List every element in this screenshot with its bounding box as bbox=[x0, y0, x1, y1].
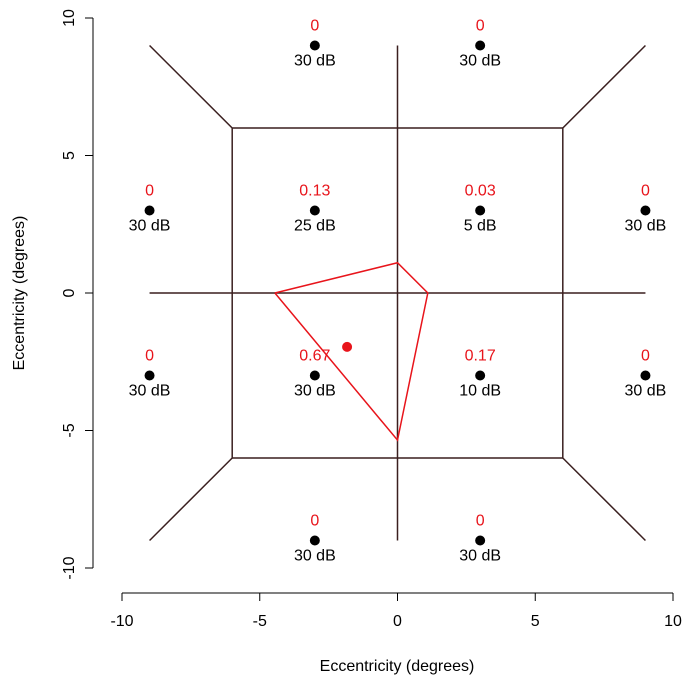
x-tick-label: 10 bbox=[664, 613, 682, 630]
y-axis-label: Eccentricity (degrees) bbox=[11, 216, 28, 371]
value-label: 0 bbox=[641, 348, 650, 365]
value-label: 0 bbox=[145, 348, 154, 365]
point-label: 5 dB bbox=[464, 218, 497, 235]
y-tick-label: 10 bbox=[61, 9, 78, 27]
region-polygon bbox=[274, 261, 429, 442]
point bbox=[309, 40, 320, 51]
point-label: 30 dB bbox=[294, 53, 336, 70]
point bbox=[475, 370, 486, 381]
point-label: 30 dB bbox=[294, 548, 336, 565]
value-label: 0 bbox=[310, 18, 319, 35]
y-tick-label: -10 bbox=[61, 556, 78, 579]
point bbox=[309, 535, 320, 546]
point bbox=[144, 370, 155, 381]
point bbox=[144, 205, 155, 216]
value-label: 0.13 bbox=[299, 183, 330, 200]
point-label: 30 dB bbox=[129, 383, 171, 400]
value-label: 0.17 bbox=[465, 348, 496, 365]
y-tick-label: -5 bbox=[61, 423, 78, 437]
point bbox=[475, 535, 486, 546]
partition-line bbox=[149, 44, 233, 129]
partition-line bbox=[562, 44, 646, 129]
value-label: 0.03 bbox=[465, 183, 496, 200]
point-label: 10 dB bbox=[459, 383, 501, 400]
point-label: 25 dB bbox=[294, 218, 336, 235]
x-tick-label: 5 bbox=[531, 613, 540, 630]
point-label: 30 dB bbox=[625, 218, 667, 235]
point bbox=[640, 205, 651, 216]
point-label: 30 dB bbox=[459, 53, 501, 70]
y-tick-label: 0 bbox=[61, 288, 78, 297]
partition-line bbox=[149, 457, 233, 542]
value-label: 0 bbox=[476, 18, 485, 35]
x-tick-label: -10 bbox=[110, 613, 133, 630]
partition-line bbox=[562, 457, 646, 542]
value-label: 0 bbox=[641, 183, 650, 200]
point bbox=[309, 205, 320, 216]
point-label: 30 dB bbox=[459, 548, 501, 565]
point bbox=[475, 205, 486, 216]
point bbox=[309, 370, 320, 381]
point-label: 30 dB bbox=[294, 383, 336, 400]
estimate-point bbox=[342, 341, 353, 352]
value-label: 0 bbox=[145, 183, 154, 200]
x-tick-label: 0 bbox=[393, 613, 402, 630]
value-label: 0 bbox=[476, 513, 485, 530]
y-tick-label: 5 bbox=[61, 151, 78, 160]
value-label: 0.67 bbox=[299, 348, 330, 365]
point-label: 30 dB bbox=[625, 383, 667, 400]
point bbox=[475, 40, 486, 51]
x-tick-label: -5 bbox=[253, 613, 267, 630]
x-axis-label: Eccentricity (degrees) bbox=[320, 658, 475, 675]
point-label: 30 dB bbox=[129, 218, 171, 235]
point bbox=[640, 370, 651, 381]
value-label: 0 bbox=[310, 513, 319, 530]
